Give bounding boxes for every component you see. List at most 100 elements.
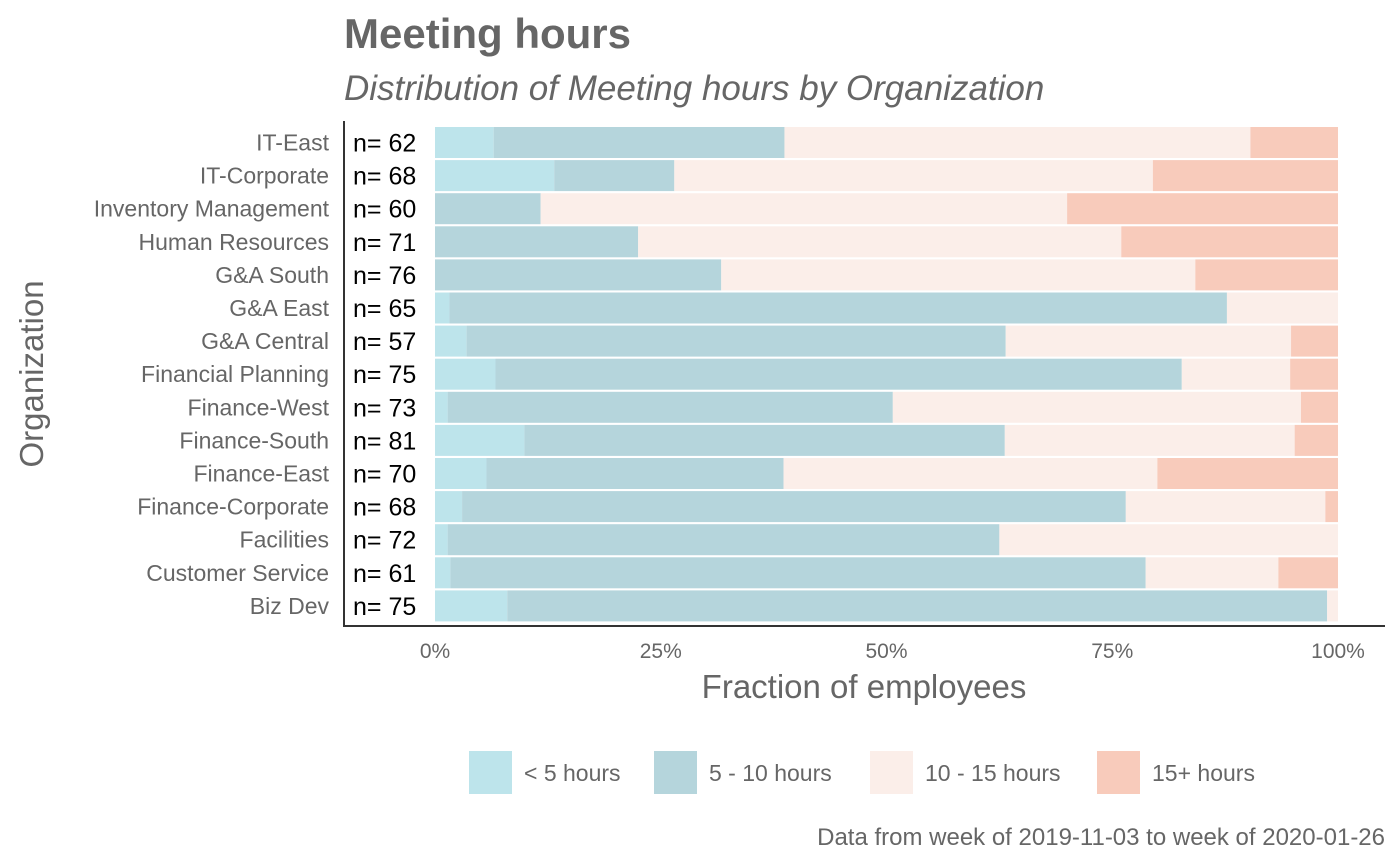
- category-label: Finance-Corporate: [137, 494, 329, 520]
- bar-segment: [435, 458, 487, 489]
- x-tick-label: 50%: [865, 640, 907, 663]
- n-labels: n= 62 n= 68 n= 60 n= 71 n= 76 n= 65 n= 57 n= 75…: [353, 130, 416, 621]
- x-tick-labels: 0% 25% 50% 75% 100%: [420, 640, 1365, 663]
- bar-segment: [435, 557, 451, 589]
- category-label: Customer Service: [146, 560, 329, 586]
- bar-segment: [435, 424, 525, 456]
- legend-swatch: [469, 751, 512, 794]
- y-axis-title: Organization: [13, 280, 50, 467]
- bar-segment: [784, 127, 1251, 158]
- category-label: G&A South: [215, 262, 329, 288]
- bar-segment: [435, 193, 541, 225]
- bar-segment: [1250, 127, 1338, 158]
- legend-label: 10 - 15 hours: [925, 760, 1061, 786]
- n-count-label: n= 71: [353, 229, 416, 257]
- legend-swatch: [1097, 751, 1140, 794]
- x-tick-label: 100%: [1311, 640, 1365, 663]
- bar-segment: [638, 226, 1122, 258]
- legend-swatch: [870, 751, 913, 794]
- bar-segment: [495, 358, 1182, 390]
- bar-segment: [1327, 590, 1338, 622]
- bar-segment: [435, 226, 639, 258]
- n-count-label: n= 76: [353, 262, 416, 290]
- bars-layer: [435, 127, 1339, 622]
- bar-segment: [435, 292, 450, 324]
- category-label: Financial Planning: [141, 361, 329, 387]
- x-tick-label: 0%: [420, 640, 450, 663]
- bar-segment: [449, 292, 1227, 324]
- bar-segment: [1067, 193, 1338, 225]
- bar-segment: [507, 590, 1328, 622]
- bar-segment: [1278, 557, 1338, 589]
- bar-segment: [554, 160, 675, 192]
- bar-segment: [999, 524, 1339, 556]
- category-label: IT-East: [256, 130, 329, 156]
- bar-segment: [1121, 226, 1338, 258]
- bar-segment: [1290, 358, 1338, 390]
- bar-segment: [462, 491, 1126, 523]
- bar-segment: [435, 590, 508, 622]
- bar-segment: [435, 491, 463, 523]
- category-labels: IT-East IT-Corporate Inventory Management H…: [94, 130, 330, 619]
- bar-segment: [435, 358, 496, 390]
- category-label: Biz Dev: [250, 593, 330, 619]
- n-count-label: n= 81: [353, 427, 416, 455]
- bar-segment: [1294, 424, 1338, 456]
- bar-segment: [1325, 491, 1338, 523]
- bar-segment: [721, 259, 1196, 291]
- bar-segment: [1291, 325, 1338, 357]
- category-label: IT-Corporate: [200, 163, 329, 189]
- n-count-label: n= 65: [353, 295, 416, 323]
- bar-segment: [435, 325, 467, 357]
- bar-segment: [1157, 458, 1338, 489]
- bar-segment: [486, 458, 784, 489]
- n-count-label: n= 72: [353, 527, 416, 555]
- bar-segment: [1300, 391, 1338, 423]
- bar-segment: [466, 325, 1006, 357]
- bar-segment: [1226, 292, 1338, 324]
- category-label: G&A East: [229, 295, 329, 321]
- bar-segment: [1145, 557, 1279, 589]
- chart-title: Meeting hours: [344, 10, 631, 57]
- n-count-label: n= 62: [353, 130, 416, 158]
- legend-label: 15+ hours: [1152, 760, 1255, 786]
- bar-segment: [450, 557, 1146, 589]
- n-count-label: n= 75: [353, 361, 416, 389]
- n-count-label: n= 57: [353, 328, 416, 356]
- n-count-label: n= 68: [353, 494, 416, 522]
- n-count-label: n= 68: [353, 163, 416, 191]
- legend: < 5 hours 5 - 10 hours 10 - 15 hours 15+ ho…: [469, 751, 1255, 794]
- bar-segment: [435, 160, 555, 192]
- bar-segment: [1152, 160, 1338, 192]
- category-label: Human Resources: [139, 229, 329, 255]
- bar-segment: [1125, 491, 1326, 523]
- bar-segment: [435, 391, 448, 423]
- category-label: Finance-East: [193, 461, 329, 487]
- bar-segment: [435, 259, 722, 291]
- bar-segment: [540, 193, 1068, 225]
- bar-segment: [1181, 358, 1291, 390]
- n-count-label: n= 60: [353, 196, 416, 224]
- legend-label: 5 - 10 hours: [709, 760, 832, 786]
- bar-segment: [783, 458, 1158, 489]
- bar-segment: [493, 127, 785, 158]
- bar-segment: [435, 127, 494, 158]
- bar-segment: [674, 160, 1153, 192]
- x-tick-label: 25%: [640, 640, 682, 663]
- bar-segment: [447, 524, 1000, 556]
- n-count-label: n= 75: [353, 593, 416, 621]
- bar-segment: [1005, 325, 1292, 357]
- chart-subtitle: Distribution of Meeting hours by Organiz…: [344, 69, 1044, 108]
- chart-caption: Data from week of 2019-11-03 to week of …: [817, 824, 1385, 851]
- bar-segment: [447, 391, 893, 423]
- category-label: Finance-South: [179, 427, 329, 453]
- bar-segment: [524, 424, 1005, 456]
- x-axis-title: Fraction of employees: [702, 668, 1027, 705]
- legend-label: < 5 hours: [524, 760, 621, 786]
- n-count-label: n= 61: [353, 560, 416, 588]
- category-label: G&A Central: [201, 328, 329, 354]
- bar-segment: [1004, 424, 1295, 456]
- category-label: Facilities: [240, 527, 329, 553]
- category-label: Finance-West: [188, 394, 330, 420]
